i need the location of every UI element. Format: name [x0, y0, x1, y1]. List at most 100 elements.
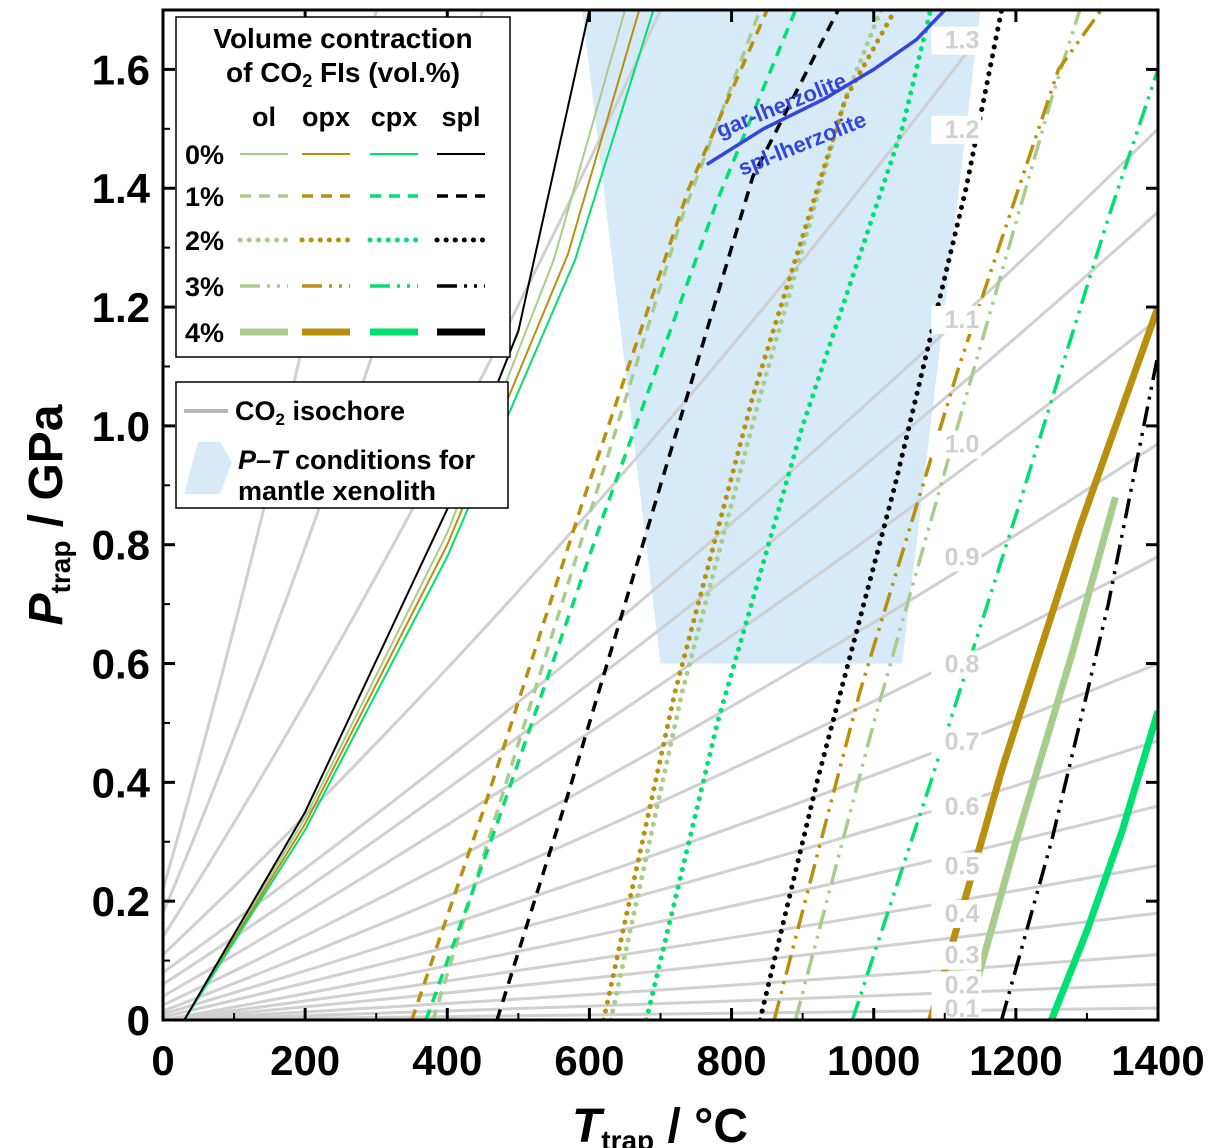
- legend-isochore-co: CO: [235, 396, 276, 426]
- tick-layer: 0 200 400 600 800 1000 1200 1400 0 0.2 0.4 0.6 0.8 1.…: [92, 9, 1205, 1084]
- isochore-label-bg-13: [931, 26, 982, 55]
- series-spl-1pct: [495, 10, 840, 1020]
- legend-isochore-sub2: 2: [276, 410, 285, 429]
- isochore-label-6: 0.7: [945, 728, 980, 756]
- isochore-label-3: 0.4: [945, 900, 980, 928]
- x-axis-title: Ttrap / °C: [572, 1100, 748, 1148]
- legend-col-ol: ol: [252, 102, 276, 132]
- isochore-label-bg-7: [931, 650, 982, 679]
- isochore-line-11: [163, 210, 1158, 986]
- legend-row-1pct: 1%: [185, 182, 224, 212]
- series-ol-4pct: [962, 496, 1119, 1020]
- y-tick-label-6: 1.2: [92, 284, 150, 331]
- series-opx-4pct: [927, 305, 1158, 1020]
- legend-contraction-title-line2: of CO2 FIs (vol.%): [226, 57, 460, 91]
- isochore-line-9: [163, 442, 1158, 1007]
- isochore-label-2: 0.3: [945, 942, 980, 970]
- mantle-xenolith-region: [582, 10, 981, 664]
- x-tick-label-0: 0: [151, 1037, 174, 1084]
- series-opx-3pct: [772, 10, 1103, 1020]
- isochore-label-bg-8: [931, 543, 982, 572]
- isochore-label-0: 0.1: [945, 995, 980, 1023]
- y-tick-label-2: 0.4: [92, 759, 151, 806]
- isochore-label-9: 1.0: [945, 431, 980, 459]
- y-tick-label-5: 1.0: [92, 403, 150, 450]
- series-spl-3pct: [999, 354, 1158, 1020]
- y-axis-title: Ptrap / GPa: [20, 404, 76, 625]
- isochore-label-bg-3: [931, 900, 982, 929]
- isochore-line-2: [163, 953, 1158, 1020]
- isochore-label-bg-5: [931, 793, 982, 822]
- x-tick-label-4: 800: [697, 1037, 767, 1084]
- legend-row-4pct: 4%: [185, 318, 224, 348]
- series-layer: [183, 10, 1158, 1020]
- legend-contraction: Volume contraction of CO2 FIs (vol.%) ol…: [175, 16, 511, 358]
- x-axis-title-main: T: [572, 1100, 605, 1148]
- x-axis-title-unit: / °C: [654, 1100, 748, 1148]
- legend-contraction-title-line1: Volume contraction: [213, 23, 472, 54]
- y-axis-title-sub: trap: [45, 541, 76, 594]
- isochore-line-6: [163, 739, 1158, 1019]
- legend-title-co: of CO: [226, 57, 302, 88]
- legend-region-pt: P–T: [238, 445, 290, 475]
- series-spl-0pct: [183, 10, 591, 1020]
- isochore-line-13: [163, 38, 978, 956]
- x-tick-label-2: 400: [412, 1037, 482, 1084]
- isochore-label-bg-2: [931, 941, 982, 970]
- legend-col-cpx: cpx: [371, 102, 418, 132]
- legend-region-label-line1: P–T conditions for: [238, 445, 476, 475]
- x-tick-label-7: 1400: [1111, 1037, 1204, 1084]
- series-ol-3pct: [793, 10, 1082, 1020]
- legend-region-rest: conditions for: [288, 445, 476, 475]
- legend-isochore-text: isochore: [285, 396, 405, 426]
- isochore-line-7: [163, 662, 1158, 1016]
- isochore-label-bg-9: [931, 430, 982, 459]
- y-tick-label-3: 0.6: [92, 641, 150, 688]
- legend-symbols-box: [175, 381, 509, 509]
- series-opx-1pct: [410, 10, 769, 1020]
- y-tick-label-0: 0: [127, 997, 150, 1044]
- isochore-label-13: 1.3: [945, 27, 980, 55]
- legend-row-2pct: 2%: [185, 226, 224, 256]
- isochore-label-bg-12: [931, 115, 982, 144]
- isochore-label-7: 0.8: [945, 651, 980, 679]
- isochore-label-bg-6: [931, 727, 982, 756]
- series-cpx-0pct: [183, 10, 655, 1020]
- series-cpx-1pct: [424, 10, 798, 1020]
- y-axis-title-unit: / GPa: [20, 404, 73, 540]
- series-cpx-4pct: [1048, 710, 1158, 1020]
- legend-title-sub2: 2: [302, 71, 312, 91]
- series-ol-0pct: [183, 10, 626, 1020]
- series-ol-2pct: [608, 10, 884, 1020]
- isochore-line-14: [163, 10, 662, 938]
- x-tick-label-5: 1000: [827, 1037, 920, 1084]
- y-tick-label-1: 0.2: [92, 878, 150, 925]
- y-tick-label-8: 1.6: [92, 46, 150, 93]
- legend-col-opx: opx: [302, 102, 350, 132]
- legend-contraction-box: [175, 16, 511, 358]
- phase-boundary-line: [705, 10, 947, 166]
- legend-row-3pct: 3%: [185, 272, 224, 302]
- x-tick-label-6: 1200: [969, 1037, 1062, 1084]
- x-tick-label-1: 200: [270, 1037, 340, 1084]
- legend-isochore-label: CO2 isochore: [235, 396, 405, 429]
- isochore-line-4: [163, 864, 1158, 1020]
- isochore-label-12: 1.2: [945, 116, 980, 144]
- isochore-label-5: 0.6: [945, 793, 980, 821]
- series-cpx-3pct: [850, 68, 1158, 1020]
- isochore-label-bg-1: [931, 971, 982, 1000]
- isochore-line-1: [163, 982, 1158, 1020]
- y-tick-label-4: 0.8: [92, 522, 150, 569]
- legend-symbols: CO2 isochore P–T conditions for mantle x…: [175, 381, 509, 509]
- legend-region-label-line2: mantle xenolith: [238, 476, 436, 506]
- isochore-line-12: [163, 127, 1158, 974]
- legend-contraction-rows: 0% 1% 2% 3% 4%: [185, 140, 488, 348]
- isochore-label-layer: 0.10.20.3 0.4 0.5 0.6 0.7 0.8 0.9 1.0 1.1 1.2 1.3: [931, 26, 982, 1024]
- legend-title-fis: FIs (vol.%): [312, 57, 460, 88]
- isochore-line-3: [163, 911, 1158, 1020]
- mantle-xenolith-region-layer: [582, 10, 981, 664]
- y-tick-label-7: 1.4: [92, 165, 151, 212]
- isochore-label-bg-4: [931, 852, 982, 881]
